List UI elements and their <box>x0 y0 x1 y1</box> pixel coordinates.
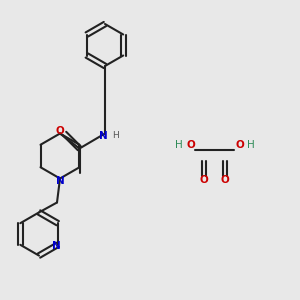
Text: O: O <box>56 125 64 136</box>
Text: N: N <box>56 176 64 187</box>
Text: H: H <box>247 140 254 151</box>
Text: O: O <box>186 140 195 151</box>
Text: O: O <box>200 175 208 185</box>
Text: N: N <box>99 131 108 141</box>
Text: H: H <box>112 130 119 140</box>
Text: H: H <box>175 140 182 151</box>
Text: O: O <box>236 140 244 151</box>
Text: O: O <box>220 175 230 185</box>
Text: N: N <box>52 241 61 251</box>
